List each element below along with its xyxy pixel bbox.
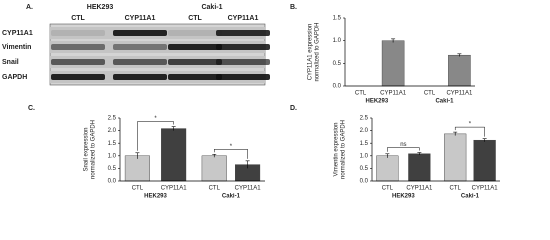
lane-label: CYP11A1 [125,15,156,22]
blot-band [113,59,167,65]
significance-bracket [137,121,174,151]
x-tick-label: CYP11A1 [446,91,473,97]
row-label: CYP11A1 [2,30,33,37]
x-tick-label: CTL [382,186,394,192]
y-axis-label: normalized to GAPDH [341,120,347,179]
row-label: GAPDH [2,74,27,81]
blot-band [216,74,270,80]
blot-band [168,30,222,36]
y-tick-label: 0.5 [333,61,342,67]
blot-band [216,30,270,36]
y-tick-label: 0.0 [333,84,342,90]
y-tick-label: 2.5 [108,116,117,122]
y-axis-label: normalized to GAPDH [91,120,97,179]
group-label: HEK293 [392,194,415,200]
x-tick-label: CTL [209,186,221,192]
y-tick-label: 0.5 [108,166,117,172]
blot-band [216,44,270,50]
blot-band [113,74,167,80]
y-tick-label: 1.0 [360,153,369,159]
y-axis-label: Snail expression [84,127,90,171]
y-tick-label: 1.5 [333,16,342,22]
x-tick-label: CTL [132,186,144,192]
y-tick-label: 1.0 [108,153,117,159]
blot-band [168,74,222,80]
lane-label: CTL [71,15,85,22]
blot-band [168,59,222,65]
y-tick-label: 2.0 [108,128,117,134]
significance-bracket [454,126,485,137]
blot-band [51,30,105,36]
y-tick-label: 2.5 [360,116,369,122]
panel-letter: D. [290,105,297,112]
x-tick-label: CTL [355,91,367,97]
x-tick-label: CYP11A1 [472,186,499,192]
bar [448,54,471,87]
group-label: Caki-1 [222,194,241,200]
blot-band [168,44,222,50]
blot-band [51,74,105,80]
y-tick-label: 2.0 [360,128,369,134]
significance-label: ns [400,142,406,148]
blot-band [51,44,105,50]
bar [124,155,150,182]
group-label: HEK293 [366,99,389,105]
x-tick-label: CYP11A1 [161,186,188,192]
panel-letter: C. [28,105,35,112]
y-axis-label: Vimentin expression [334,123,340,177]
group-label: Caki-1 [461,194,480,200]
bar [444,133,467,182]
panel-letter: A. [26,4,33,11]
group-label: Caki-1 [201,4,222,11]
y-tick-label: 0.0 [108,179,117,185]
group-label: HEK293 [144,194,167,200]
bar [473,139,496,182]
bar [381,40,405,87]
y-tick-label: 1.5 [360,141,369,147]
y-tick-label: 0.0 [360,179,369,185]
blot-band [113,44,167,50]
y-tick-label: 1.0 [333,38,342,44]
x-tick-label: CTL [424,91,436,97]
bar [201,155,227,182]
panel-letter: B. [290,4,297,11]
x-tick-label: CYP11A1 [406,186,433,192]
y-tick-label: 1.5 [108,141,117,147]
blot-band [113,30,167,36]
blot-band [216,59,270,65]
bar [408,153,431,182]
row-label: Snail [2,59,19,66]
group-label: HEK293 [87,4,114,11]
lane-label: CYP11A1 [228,15,259,22]
blot-band [51,59,105,65]
significance-bracket [214,149,248,159]
significance-label: * [154,116,157,122]
row-label: Vimentin [2,44,31,51]
x-tick-label: CYP11A1 [380,91,407,97]
y-axis-label: normalized to GAPDH [315,22,321,81]
lane-label: CTL [188,15,202,22]
y-tick-label: 0.5 [360,166,369,172]
bar [161,128,187,182]
group-label: Caki-1 [435,99,454,105]
bar [376,155,399,182]
significance-bracket [387,147,420,152]
significance-label: * [230,144,233,150]
x-tick-label: CTL [450,186,462,192]
y-axis-label: CYP11A1 expression [308,24,314,81]
x-tick-label: CYP11A1 [235,186,262,192]
significance-label: * [469,122,472,128]
